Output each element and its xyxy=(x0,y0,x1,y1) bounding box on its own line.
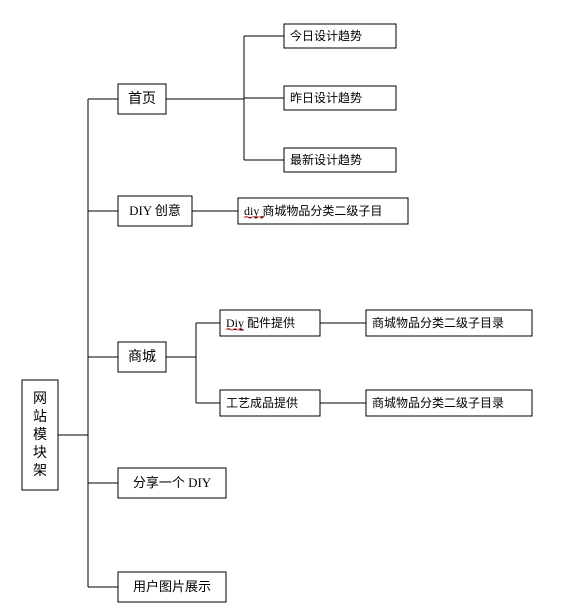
node-label: 分享一个 DIY xyxy=(133,475,212,490)
node-label: 最新设计趋势 xyxy=(290,152,362,167)
node-mall_a1: 商城物品分类二级子目录 xyxy=(366,310,532,336)
node-mall_a: Diy 配件提供 xyxy=(220,310,320,336)
tree-diagram: 网站模块架 首页 今日设计趋势昨日设计趋势最新设计趋势 DIY 创意 diy 商城物品分… xyxy=(0,0,564,608)
node-gallery: 用户图片展示 xyxy=(118,572,226,602)
node-mall_b1: 商城物品分类二级子目录 xyxy=(366,390,532,416)
node-label: 昨日设计趋势 xyxy=(290,91,362,105)
node-label: 站 xyxy=(33,409,47,425)
node-label: Diy 配件提供 xyxy=(226,315,295,330)
node-label: 网 xyxy=(33,392,47,407)
node-label: 工艺成品提供 xyxy=(226,395,298,410)
node-diy_a: diy 商城物品分类二级子目 xyxy=(238,198,408,224)
node-mall: 商城 xyxy=(118,342,166,372)
node-home_b: 昨日设计趋势 xyxy=(284,86,396,110)
node-root: 网站模块架 xyxy=(22,380,58,490)
node-label: 用户图片展示 xyxy=(133,579,211,594)
node-label: 首页 xyxy=(128,91,156,107)
node-diy: DIY 创意 xyxy=(118,196,192,226)
node-label: 商城物品分类二级子目录 xyxy=(372,315,504,330)
node-label: 块 xyxy=(33,445,47,461)
node-label: 商城物品分类二级子目录 xyxy=(372,395,504,410)
node-home: 首页 xyxy=(118,84,166,114)
node-home_c: 最新设计趋势 xyxy=(284,148,396,172)
node-label: 商城 xyxy=(128,349,156,365)
node-mall_b: 工艺成品提供 xyxy=(220,390,320,416)
node-label: diy 商城物品分类二级子目 xyxy=(244,203,382,218)
node-label: 今日设计趋势 xyxy=(290,28,362,43)
node-share: 分享一个 DIY xyxy=(118,468,226,498)
node-label: 模 xyxy=(33,427,47,443)
node-home_a: 今日设计趋势 xyxy=(284,24,396,48)
node-label: 架 xyxy=(33,463,47,479)
node-label: DIY 创意 xyxy=(129,203,181,218)
